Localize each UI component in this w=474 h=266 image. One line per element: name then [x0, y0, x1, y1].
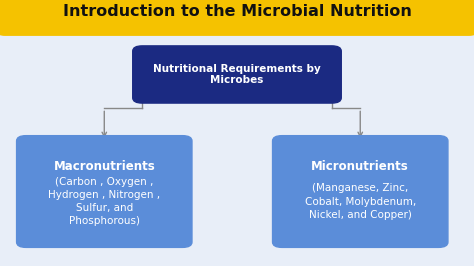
Text: (Manganese, Zinc,
Cobalt, Molybdenum,
Nickel, and Copper): (Manganese, Zinc, Cobalt, Molybdenum, Ni…: [305, 184, 416, 220]
FancyBboxPatch shape: [0, 0, 474, 36]
FancyBboxPatch shape: [273, 136, 448, 247]
Text: Nutritional Requirements by
Microbes: Nutritional Requirements by Microbes: [153, 64, 321, 85]
FancyBboxPatch shape: [133, 46, 341, 103]
FancyBboxPatch shape: [17, 136, 192, 247]
Text: Micronutrients: Micronutrients: [311, 160, 409, 173]
Text: (Carbon , Oxygen ,
Hydrogen , Nitrogen ,
Sulfur, and
Phosphorous): (Carbon , Oxygen , Hydrogen , Nitrogen ,…: [48, 177, 160, 226]
Text: Macronutrients: Macronutrients: [54, 160, 155, 173]
Text: Introduction to the Microbial Nutrition: Introduction to the Microbial Nutrition: [63, 5, 411, 19]
